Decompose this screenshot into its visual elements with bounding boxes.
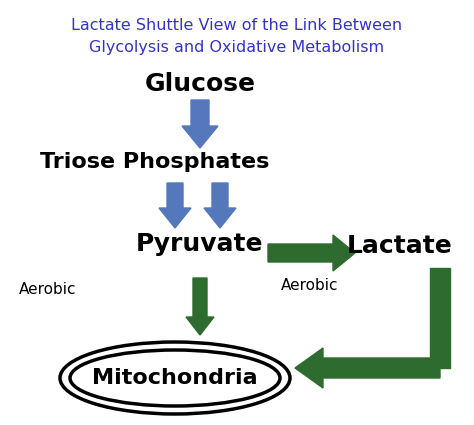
FancyArrow shape [430,268,450,368]
FancyArrow shape [159,183,191,228]
Ellipse shape [60,342,290,414]
Text: Aerobic: Aerobic [281,278,339,293]
FancyArrow shape [268,235,355,271]
Text: Lactate Shuttle View of the Link Between: Lactate Shuttle View of the Link Between [72,18,402,33]
Text: Glucose: Glucose [145,72,255,96]
Text: Mitochondria: Mitochondria [92,368,258,388]
FancyArrow shape [186,278,214,335]
FancyArrow shape [182,100,218,148]
Text: Lactate: Lactate [347,234,453,258]
FancyArrow shape [295,348,440,388]
Text: Triose Phosphates: Triose Phosphates [40,152,270,172]
Text: Aerobic: Aerobic [19,282,77,297]
Text: Pyruvate: Pyruvate [136,232,264,256]
FancyArrow shape [204,183,236,228]
Text: Glycolysis and Oxidative Metabolism: Glycolysis and Oxidative Metabolism [90,40,384,55]
